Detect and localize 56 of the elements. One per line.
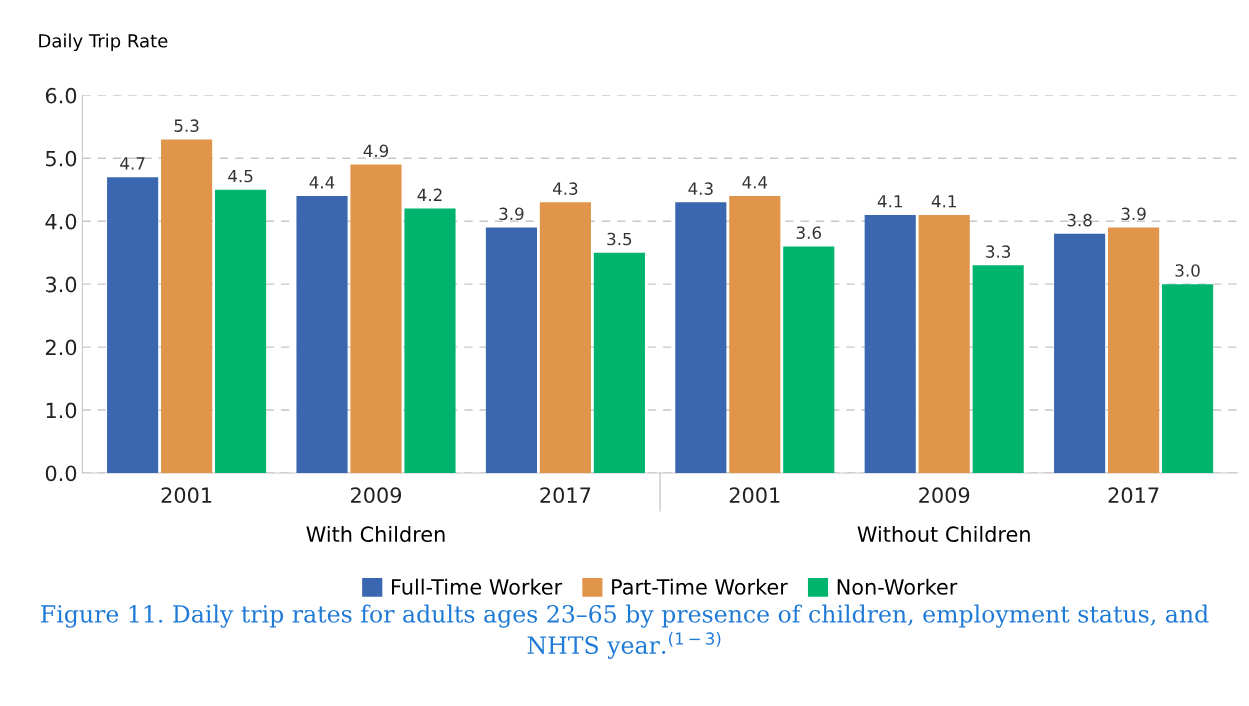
data-label: 5.3 xyxy=(174,119,199,132)
x-tick-label: 2017 xyxy=(1108,487,1159,504)
data-label: 4.1 xyxy=(877,195,902,208)
y-tick-label: 3.0 xyxy=(46,276,77,293)
data-label: 3.6 xyxy=(796,226,821,239)
bar xyxy=(107,177,159,474)
data-label: 4.4 xyxy=(742,176,768,189)
bar xyxy=(918,214,970,474)
y-tick-label: 6.0 xyxy=(45,87,77,104)
legend-label: Full-Time Worker xyxy=(392,578,563,595)
data-label: 3.0 xyxy=(1175,264,1200,277)
y-tick-label: 5.0 xyxy=(46,150,77,167)
bar xyxy=(972,265,1024,474)
data-label: 4.3 xyxy=(688,182,713,195)
text: With Children xyxy=(306,525,445,543)
bar xyxy=(485,227,537,474)
bar xyxy=(1054,233,1106,474)
x-tick-label: 2001 xyxy=(729,487,780,504)
data-label: 4.3 xyxy=(552,182,578,195)
data-label: 3.3 xyxy=(986,245,1011,258)
y-axis-title: Daily Trip Rate xyxy=(39,33,168,52)
caption: Figure 11. Daily trip rates for adults ages 23–65 by presence of children, employment status, and NHTS year.$^{(1−3)}$ xyxy=(41,604,1209,659)
data-label: 3.8 xyxy=(1067,213,1092,227)
bar xyxy=(783,246,835,474)
x-tick-label: 2001 xyxy=(161,487,212,504)
bar xyxy=(675,202,727,474)
data-label: 4.9 xyxy=(363,144,389,158)
text: Without Children xyxy=(857,525,1030,543)
legend-label: Part-Time Worker xyxy=(612,578,788,595)
x-tick-label: 2009 xyxy=(351,487,402,504)
data-label: 3.9 xyxy=(499,207,524,221)
bar xyxy=(350,164,402,474)
y-tick-label: 0.0 xyxy=(45,465,77,482)
bar xyxy=(539,202,591,474)
data-label: 4.4 xyxy=(309,176,335,189)
bar xyxy=(593,252,645,474)
data-label: 3.9 xyxy=(1121,207,1146,221)
bar xyxy=(1162,284,1214,474)
data-label: 4.1 xyxy=(931,195,956,208)
bar xyxy=(404,208,456,474)
y-tick-label: 1.0 xyxy=(46,402,77,419)
data-label: 4.5 xyxy=(228,169,253,183)
x-tick-label: 2017 xyxy=(540,487,591,504)
data-label: 4.2 xyxy=(417,188,442,201)
data-label: 4.7 xyxy=(120,157,145,170)
data-label: 3.5 xyxy=(607,232,632,246)
bar xyxy=(864,214,916,474)
bar xyxy=(729,196,781,474)
x-tick-label: 2009 xyxy=(919,487,970,504)
legend-label: Non-Worker xyxy=(837,578,958,595)
y-tick-label: 2.0 xyxy=(45,339,77,356)
bar xyxy=(215,189,267,474)
bar xyxy=(296,196,348,474)
bar xyxy=(1108,227,1160,474)
bar xyxy=(161,139,213,474)
y-tick-label: 4.0 xyxy=(45,213,77,230)
